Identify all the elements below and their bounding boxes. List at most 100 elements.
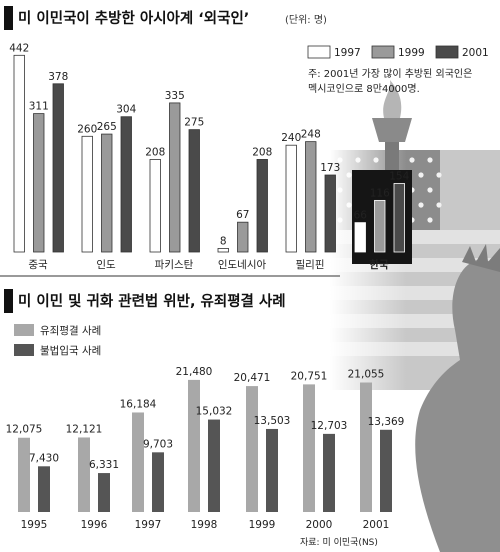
legend-swatch-illegal-entry	[14, 344, 34, 356]
category-label-1999: 1999	[249, 519, 276, 531]
value-label-1998-conviction: 21,480	[176, 366, 213, 378]
bar-1998-illegal-entry	[208, 419, 220, 512]
value-label-인도-2001: 304	[116, 104, 136, 116]
footnote-line-2: 멕시코인으로 8만4000명.	[308, 83, 420, 95]
bar-한국-2001	[393, 183, 405, 253]
value-label-1996-illegal-entry: 6,331	[89, 459, 119, 471]
statue-body	[415, 259, 500, 552]
value-label-인도네시아-1999: 67	[236, 209, 249, 221]
bar-한국-1999	[374, 199, 386, 253]
category-label-1995: 1995	[21, 519, 48, 531]
torch-cup	[372, 118, 412, 142]
value-label-1999-conviction: 20,471	[234, 372, 271, 384]
category-label-2000: 2000	[306, 519, 333, 531]
value-label-파키스탄-2001: 275	[184, 117, 204, 129]
bar-2000-illegal-entry	[323, 433, 335, 512]
legend-label-illegal-entry: 불법입국 사례	[40, 344, 101, 357]
category-labels: 1995 1996 1997 1998 1999 2000 2001	[21, 519, 390, 531]
value-label-인도-1997: 260	[77, 123, 97, 135]
category-label-인도: 인도	[96, 259, 116, 271]
bar-1997-conviction	[132, 412, 144, 512]
deportation-chart: 미 이민국이 추방한 아시아계 ‘외국인’ (단위: 명) 1997 1999 20…	[4, 6, 489, 271]
value-label-1997-conviction: 16,184	[120, 398, 157, 410]
bar-필리핀-2001	[324, 174, 336, 253]
bar-파키스탄-1997	[149, 159, 161, 253]
value-label-1996-conviction: 12,121	[66, 423, 103, 435]
category-label-필리핀: 필리핀	[296, 259, 325, 271]
bar-인도네시아-2001	[256, 159, 268, 253]
unit-label: (단위: 명)	[285, 13, 327, 26]
bar-파키스탄-1999	[169, 102, 181, 253]
category-label-1997: 1997	[135, 519, 162, 531]
bar-인도-2001	[120, 116, 132, 253]
value-label-중국-2001: 378	[48, 71, 68, 83]
title-accent-bar	[4, 289, 13, 313]
bar-필리핀-1999	[305, 141, 317, 253]
bar-한국-1997	[354, 222, 366, 253]
bar-2000-conviction	[303, 384, 315, 512]
value-label-한국-2001: 154	[389, 170, 409, 182]
category-label-한국: 한국	[369, 258, 389, 271]
bars	[13, 54, 405, 253]
value-label-인도-1999: 265	[97, 121, 117, 133]
value-label-파키스탄-1997: 208	[145, 146, 165, 158]
chart-legend: 1997 1999 2001	[307, 45, 489, 59]
category-label-파키스탄: 파키스탄	[155, 259, 194, 271]
footnote-line-1: 주: 2001년 가장 많이 추방된 외국인은	[308, 68, 472, 80]
value-label-1999-illegal-entry: 13,503	[254, 415, 291, 427]
bar-1997-illegal-entry	[152, 452, 164, 512]
legend-label-conviction: 유죄평결 사례	[40, 325, 101, 337]
value-label-필리핀-1999: 248	[301, 129, 321, 141]
source-label: 자료: 미 이민국(NS)	[300, 537, 378, 548]
value-label-인도네시아-1997: 8	[220, 235, 227, 247]
category-label-1996: 1996	[81, 519, 108, 531]
value-label-2001-illegal-entry: 13,369	[368, 416, 405, 428]
legend-label-1997: 1997	[334, 47, 361, 59]
value-label-중국-1999: 311	[29, 101, 49, 113]
bar-1996-illegal-entry	[98, 473, 110, 512]
bar-중국-1997	[13, 54, 25, 253]
value-labels: 12,075 7,430 12,121 6,331 16,184 9,703 21,480 1…	[6, 366, 405, 471]
value-label-1995-illegal-entry: 7,430	[29, 452, 59, 464]
category-label-중국: 중국	[28, 259, 48, 271]
value-label-한국-1999: 116	[370, 187, 390, 199]
category-label-인도네시아: 인도네시아	[218, 259, 267, 271]
bar-인도네시아-1997	[217, 248, 229, 253]
value-label-2001-conviction: 21,055	[348, 369, 385, 381]
legend-swatch-1999	[371, 45, 395, 59]
category-labels: 중국 인도 파키스탄 인도네시아 필리핀 한국	[28, 258, 389, 271]
value-label-한국-1997: 66	[354, 210, 368, 222]
chart-title: 미 이민국이 추방한 아시아계 ‘외국인’	[18, 9, 249, 27]
bar-2001-illegal-entry	[380, 429, 392, 512]
bar-인도네시아-1999	[237, 221, 249, 253]
legend-swatch-2001	[435, 45, 459, 59]
bar-1996-conviction	[78, 437, 90, 512]
bar-중국-2001	[52, 83, 64, 253]
legend-label-1999: 1999	[398, 47, 425, 59]
chart-title: 미 이민 및 귀화 관련법 위반, 유죄평결 사례	[18, 292, 286, 310]
value-label-2000-conviction: 20,751	[291, 370, 328, 382]
title-accent-bar	[4, 6, 13, 30]
bar-1998-conviction	[188, 379, 200, 512]
category-label-2001: 2001	[363, 519, 390, 531]
value-label-2000-illegal-entry: 12,703	[311, 420, 348, 432]
value-label-인도네시아-2001: 208	[252, 146, 272, 158]
value-label-1995-conviction: 12,075	[6, 424, 43, 436]
value-label-파키스탄-1999: 335	[165, 90, 185, 102]
statue-of-liberty-illustration	[330, 80, 500, 552]
value-label-1997-illegal-entry: 9,703	[143, 438, 173, 450]
legend-swatch-1997	[307, 45, 331, 59]
bar-1999-illegal-entry	[266, 428, 278, 512]
value-label-1998-illegal-entry: 15,032	[196, 406, 233, 418]
bar-1995-illegal-entry	[38, 466, 50, 512]
torch-flame	[383, 80, 402, 118]
statue-crown	[462, 244, 500, 272]
bar-인도-1999	[101, 133, 113, 253]
bar-2001-conviction	[360, 382, 372, 512]
legend-label-2001: 2001	[462, 47, 489, 59]
bar-파키스탄-2001	[188, 129, 200, 253]
category-label-1998: 1998	[191, 519, 218, 531]
